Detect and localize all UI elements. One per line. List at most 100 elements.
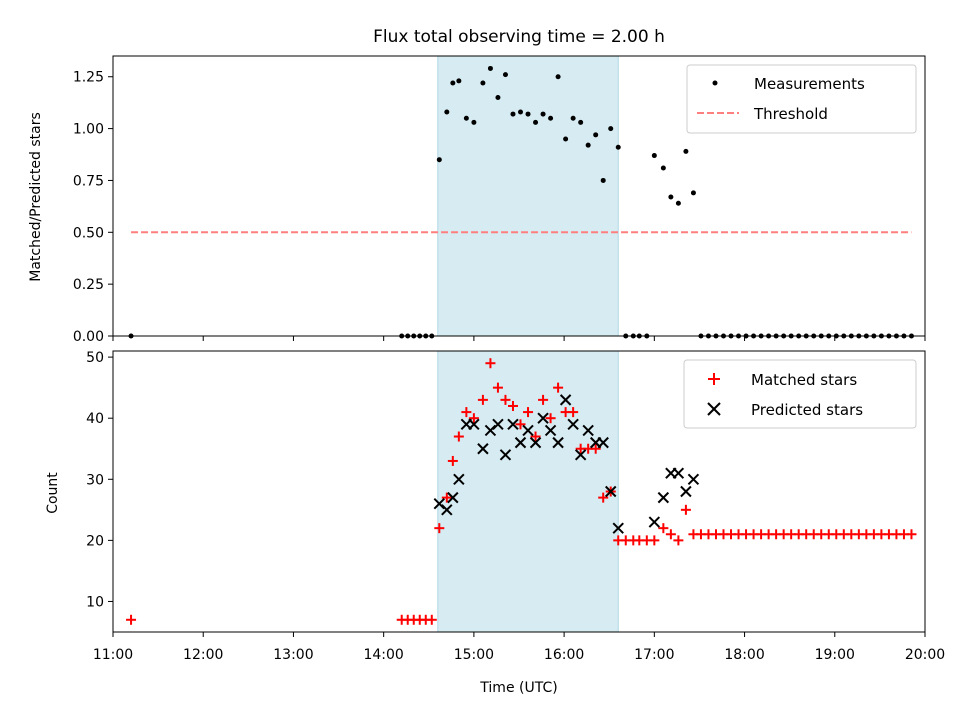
predicted-point xyxy=(612,522,624,534)
measurement-point xyxy=(444,109,450,115)
matched-point xyxy=(649,535,660,546)
measurement-point xyxy=(525,111,531,117)
predicted-point-b xyxy=(582,424,594,437)
predicted-point-b xyxy=(597,436,609,449)
predicted-point xyxy=(574,449,587,461)
x-tick-label: 11:00 xyxy=(93,647,133,663)
measurement-point xyxy=(510,111,516,117)
counts-legend: Matched stars Predicted stars xyxy=(683,359,917,429)
predicted-point xyxy=(499,449,512,461)
y-tick-label: 40 xyxy=(86,411,104,427)
predicted-point xyxy=(559,394,572,406)
measurement-point xyxy=(495,94,501,100)
predicted-point xyxy=(453,473,465,485)
measurement-point xyxy=(463,115,469,121)
predicted-point-b xyxy=(507,418,519,431)
matched-point xyxy=(530,431,541,442)
y-tick-label: 0.00 xyxy=(73,329,104,345)
predicted-point-b xyxy=(522,424,534,437)
predicted-point xyxy=(657,491,670,504)
matched-point xyxy=(590,443,601,454)
predicted-point-b xyxy=(657,491,670,504)
matched-point xyxy=(447,455,458,466)
ratio-plot-area: 0.00 0.25 0.50 0.75 1.00 1.25 xyxy=(73,55,926,345)
predicted-point-b xyxy=(492,418,504,431)
matched-point xyxy=(553,382,564,393)
matched-point xyxy=(568,407,579,418)
y-tick-label: 1.25 xyxy=(73,70,104,86)
x-tick-label: 15:00 xyxy=(454,647,494,663)
counts-legend-frame xyxy=(683,359,917,429)
predicted-point-b xyxy=(514,436,527,449)
matched-point xyxy=(492,382,503,393)
measurement-point xyxy=(471,119,477,125)
predicted-point xyxy=(552,436,564,449)
measurement-point xyxy=(480,80,486,86)
matched-point xyxy=(507,400,518,411)
x-tick-label: 12:00 xyxy=(183,647,223,663)
predicted-point-b xyxy=(680,485,692,498)
ratio-y-axis-label: Matched/Predicted stars xyxy=(28,112,44,282)
matched-point xyxy=(545,413,556,424)
measurement-point xyxy=(660,165,666,171)
predicted-point xyxy=(507,418,519,431)
measurement-point xyxy=(690,190,696,196)
plot-frame xyxy=(112,55,926,337)
legend-predicted-label: Predicted stars xyxy=(751,401,863,419)
legend-measurements-marker xyxy=(712,80,718,86)
y-tick-label: 0.50 xyxy=(73,225,104,241)
plot-frame xyxy=(112,350,926,633)
measurement-point xyxy=(450,80,456,86)
x-tick-label: 17:00 xyxy=(634,647,674,663)
matched-point xyxy=(441,492,452,503)
predicted-point-b xyxy=(529,436,542,449)
x-tick-label: 18:00 xyxy=(724,647,764,663)
predicted-point xyxy=(597,436,609,449)
legend-threshold-label: Threshold xyxy=(753,105,828,123)
series-predicted-stars xyxy=(433,394,700,534)
predicted-point-b xyxy=(567,418,579,431)
measurement-point xyxy=(585,142,591,148)
measurement-point xyxy=(540,111,546,117)
matched-point xyxy=(126,614,137,625)
predicted-point-b xyxy=(447,491,459,504)
predicted-point-b xyxy=(648,516,661,528)
measurement-point xyxy=(436,157,442,163)
predicted-point-b xyxy=(499,449,512,461)
predicted-point-b xyxy=(537,412,549,424)
legend-measurements-label: Measurements xyxy=(754,75,865,93)
measurement-point xyxy=(683,148,689,154)
matched-point xyxy=(906,529,917,540)
legend-matched-marker xyxy=(708,373,720,385)
predicted-point-b xyxy=(605,485,617,498)
x-tick-label: 14:00 xyxy=(363,647,403,663)
predicted-point-b xyxy=(612,522,624,534)
predicted-point xyxy=(687,473,700,485)
predicted-point-b xyxy=(468,418,480,431)
measurement-point xyxy=(593,132,599,138)
predicted-point-b xyxy=(574,449,587,461)
observing-window-span xyxy=(437,350,619,633)
predicted-point xyxy=(492,418,504,431)
predicted-point xyxy=(514,436,527,449)
measurement-point xyxy=(502,72,508,78)
measurement-point xyxy=(578,119,584,125)
predicted-point xyxy=(567,418,579,431)
matched-point xyxy=(665,529,676,540)
y-tick-label: 30 xyxy=(86,472,104,488)
matched-point xyxy=(523,407,534,418)
matched-point xyxy=(515,419,526,430)
matched-point xyxy=(485,358,496,369)
measurement-point xyxy=(518,109,524,115)
series-matched-stars xyxy=(126,358,917,625)
matched-point xyxy=(426,614,437,625)
observing-window-span xyxy=(437,55,619,337)
matched-point xyxy=(500,394,511,405)
predicted-point xyxy=(544,424,557,437)
measurement-point xyxy=(600,177,606,183)
predicted-point xyxy=(468,418,480,431)
measurement-point xyxy=(487,65,493,71)
predicted-point xyxy=(447,491,459,504)
predicted-point-b xyxy=(552,436,564,449)
